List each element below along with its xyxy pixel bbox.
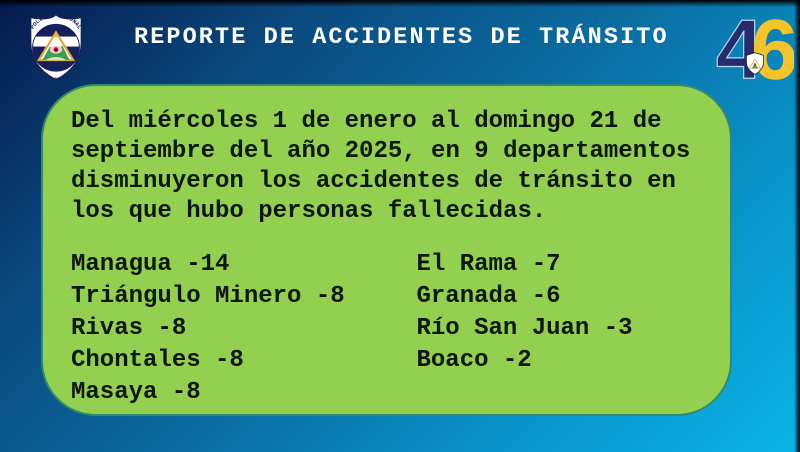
svg-text:6: 6 [751,2,794,96]
